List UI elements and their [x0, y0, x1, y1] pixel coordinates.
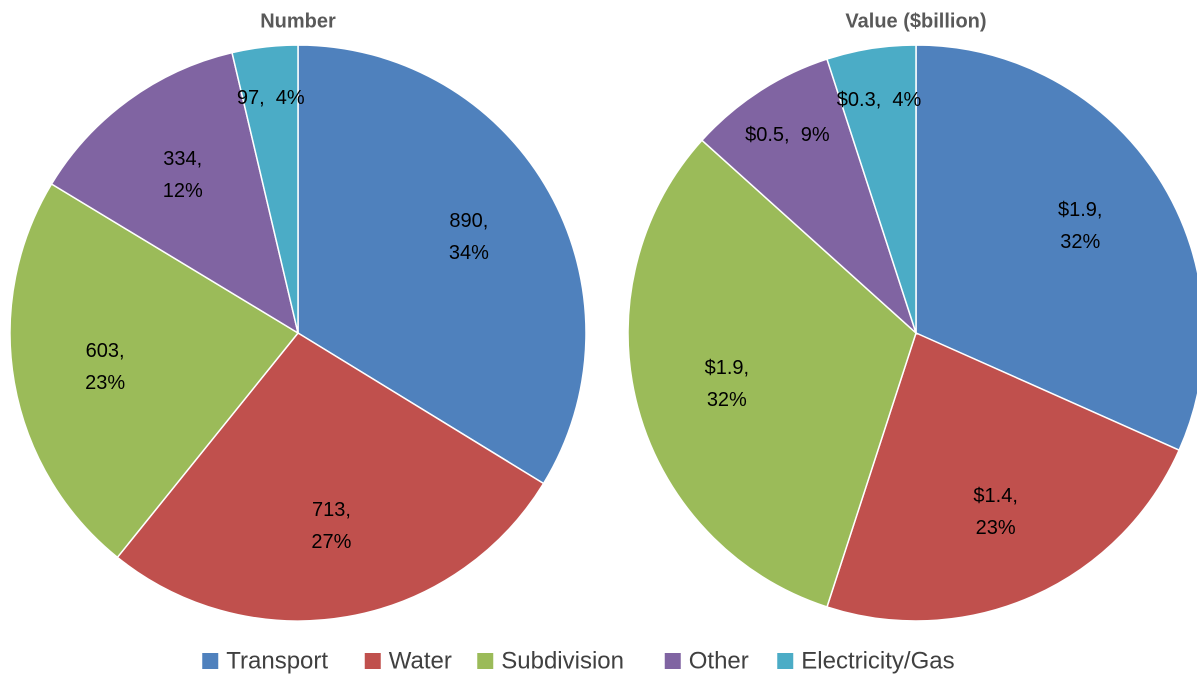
pie-slice — [826, 331, 1181, 622]
legend-label: Electricity/Gas — [801, 647, 954, 674]
pie-slice — [915, 44, 1197, 452]
data-label: 97, 4% — [236, 87, 305, 110]
pie-slice — [627, 139, 917, 608]
legend-label: Transport — [226, 647, 328, 674]
pie-slice — [826, 44, 917, 334]
chart-title: Number — [260, 10, 336, 32]
pie-slice — [116, 332, 545, 622]
chart-title: Value ($billion) — [845, 10, 986, 32]
data-label: $0.3, 4% — [836, 88, 922, 111]
legend-swatch — [202, 653, 219, 669]
pie-slice — [9, 182, 300, 559]
legend-label: Water — [389, 647, 452, 674]
legend-label: Other — [689, 647, 749, 674]
legend-swatch — [777, 653, 794, 669]
data-label: $1.9, 32% — [1057, 199, 1109, 254]
legend-swatch — [664, 653, 681, 669]
data-label: $1.4, 23% — [973, 484, 1024, 539]
data-label: 713, 27% — [311, 498, 357, 553]
data-label: 334, 12% — [162, 147, 208, 202]
data-label: $1.9, 32% — [704, 356, 755, 411]
legend-label: Subdivision — [501, 647, 624, 674]
data-label: 890, 34% — [448, 210, 494, 265]
pie-slice — [700, 58, 918, 336]
legend-swatch — [477, 653, 494, 669]
data-label: $0.5, 9% — [745, 123, 830, 146]
pie-slice — [231, 44, 299, 334]
legend-swatch — [364, 653, 381, 669]
data-label: 603, 23% — [85, 340, 131, 394]
pie-slice — [50, 51, 300, 335]
pie-slice — [297, 44, 587, 485]
